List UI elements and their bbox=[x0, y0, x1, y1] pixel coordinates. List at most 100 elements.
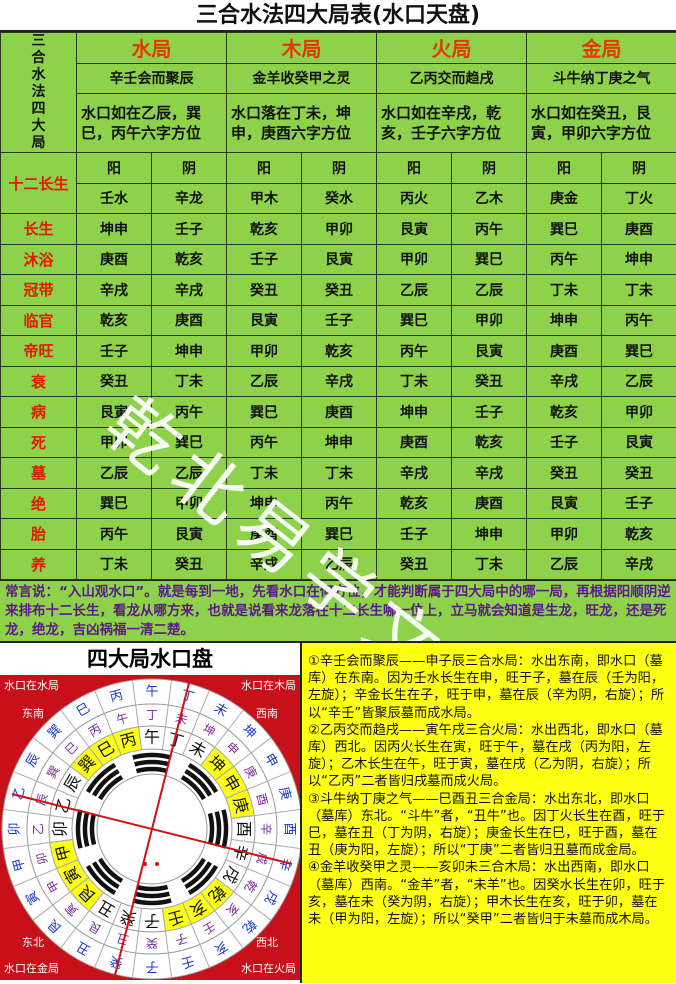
explain-item: ④金羊收癸甲之灵——亥卯未三合木局：水出西南，即水口（墓库）西南。“金羊”者，“… bbox=[308, 859, 670, 928]
stage-label: 沐浴 bbox=[1, 244, 77, 275]
table-cell: 辛戌 bbox=[377, 458, 452, 489]
yinyang-cell: 阳 bbox=[377, 153, 452, 184]
table-cell: 乾亥 bbox=[77, 305, 152, 336]
table-row: 临官乾亥庚酉艮寅壬子巽巳甲卯坤申丙午 bbox=[1, 305, 676, 336]
table-row: 长生坤申壬子乾亥甲卯艮寅丙午巽巳庚酉 bbox=[1, 214, 676, 245]
table-cell: 癸丑 bbox=[527, 458, 602, 489]
table-cell: 乙辰 bbox=[152, 458, 227, 489]
center-dot bbox=[155, 862, 159, 866]
stage-label: 衰 bbox=[1, 366, 77, 397]
table-cell: 辛戌 bbox=[527, 366, 602, 397]
table-row: 胎丙午艮寅庚酉巽巳壬子坤申甲卯乾亥 bbox=[1, 519, 676, 550]
table-row: 沐浴庚酉乾亥壬子艮寅甲卯巽巳丙午坤申 bbox=[1, 244, 676, 275]
table-cell: 癸丑 bbox=[452, 366, 527, 397]
stem-cell: 乙木 bbox=[452, 183, 527, 214]
table-cell: 辛戌 bbox=[452, 458, 527, 489]
table-cell: 艮寅 bbox=[302, 244, 377, 275]
stage-label: 临官 bbox=[1, 305, 77, 336]
corner-label: 水口在金局 bbox=[4, 960, 59, 976]
table-cell: 巽巳 bbox=[452, 244, 527, 275]
yinyang-cell: 阴 bbox=[152, 153, 227, 184]
table-cell: 乾亥 bbox=[527, 397, 602, 428]
note-text: 常言说：“入山观水口”。就是每到一地，先看水口在何方位，才能判断属于四大局中的哪… bbox=[0, 580, 676, 642]
side-label-char: 水 bbox=[31, 67, 47, 84]
table-cell: 丙午 bbox=[77, 519, 152, 550]
table-cell: 巽巳 bbox=[527, 214, 602, 245]
stage-label: 病 bbox=[1, 397, 77, 428]
table-cell: 辛戌 bbox=[152, 275, 227, 306]
table-cell: 乾亥 bbox=[227, 214, 302, 245]
table-cell: 辛戌 bbox=[77, 275, 152, 306]
stem-cell: 庚金 bbox=[527, 183, 602, 214]
side-label: 三合水法四大局 bbox=[1, 33, 77, 153]
table-cell: 丙午 bbox=[527, 244, 602, 275]
center-dot bbox=[143, 862, 147, 866]
trigram-bar bbox=[210, 813, 212, 844]
trigram-bar bbox=[136, 887, 167, 889]
direction-label: 东北 bbox=[22, 934, 44, 950]
table-cell: 丙午 bbox=[452, 214, 527, 245]
ju-phrase: 乙丙交而趋戌 bbox=[377, 63, 527, 94]
table-cell: 丁未 bbox=[377, 366, 452, 397]
table-cell: 艮寅 bbox=[452, 336, 527, 367]
ju-desc: 水口如在乙辰，巽巳，丙午六字方位 bbox=[77, 94, 227, 153]
twelve-label: 十二长生 bbox=[1, 153, 77, 214]
stage-label: 死 bbox=[1, 427, 77, 458]
table-cell: 庚酉 bbox=[227, 519, 302, 550]
table-cell: 壬子 bbox=[227, 244, 302, 275]
table-cell: 癸丑 bbox=[302, 275, 377, 306]
ju-desc: 水口如在癸丑，艮寅，甲卯六字方位 bbox=[527, 94, 676, 153]
stage-label: 绝 bbox=[1, 488, 77, 519]
compass-wheel: 午丁午丁未丁未坤未坤申坤申庚申庚酉庚酉辛酉辛戌辛戌乾戌乾亥乾亥壬亥壬子壬子癸子癸… bbox=[0, 675, 300, 980]
side-label-char: 合 bbox=[31, 50, 47, 67]
table-cell: 壬子 bbox=[152, 214, 227, 245]
corner-label: 水口在木局 bbox=[241, 677, 296, 693]
plate-background: 午丁午丁未丁未坤未坤申坤申庚申庚酉庚酉辛酉辛戌辛戌乾戌乾亥乾亥壬亥壬子壬子癸子癸… bbox=[0, 675, 300, 980]
ring-label: 子 bbox=[145, 958, 158, 973]
stage-label: 长生 bbox=[1, 214, 77, 245]
table-cell: 庚酉 bbox=[527, 336, 602, 367]
yinyang-cell: 阴 bbox=[302, 153, 377, 184]
table-cell: 乙辰 bbox=[77, 458, 152, 489]
stage-label: 墓 bbox=[1, 458, 77, 489]
stem-cell: 辛龙 bbox=[152, 183, 227, 214]
table-row: 死甲卯巽巳丙午坤申庚酉乾亥壬子艮寅 bbox=[1, 427, 676, 458]
ju-phrase: 斗牛纳丁庚之气 bbox=[527, 63, 676, 94]
table-cell: 乾亥 bbox=[302, 336, 377, 367]
side-label-char: 局 bbox=[31, 135, 47, 152]
mountain-label: 卯 bbox=[51, 821, 70, 837]
table-cell: 丁未 bbox=[302, 458, 377, 489]
ju-desc: 水口如在辛戌，乾亥，壬子六字方位 bbox=[377, 94, 527, 153]
table-cell: 丙午 bbox=[602, 305, 676, 336]
plate-title: 四大局水口盘 bbox=[0, 643, 300, 675]
table-cell: 丁未 bbox=[527, 275, 602, 306]
mountain-label: 子 bbox=[144, 911, 160, 930]
table-cell: 艮寅 bbox=[602, 427, 676, 458]
table-row: 衰癸丑丁未乙辰辛戌丁未癸丑辛戌乙辰 bbox=[1, 366, 676, 397]
table-cell: 庚酉 bbox=[77, 244, 152, 275]
stem-cell: 癸水 bbox=[302, 183, 377, 214]
side-label-char: 大 bbox=[31, 118, 47, 135]
yinyang-cell: 阴 bbox=[452, 153, 527, 184]
table-cell: 癸丑 bbox=[377, 549, 452, 580]
table-cell: 乙辰 bbox=[377, 275, 452, 306]
table-cell: 壬子 bbox=[377, 519, 452, 550]
ju-desc: 水口落在丁未，坤申，庚酉六字方位 bbox=[227, 94, 377, 153]
stage-label: 胎 bbox=[1, 519, 77, 550]
table-row: 病艮寅丙午巽巳庚酉坤申壬子乾亥甲卯 bbox=[1, 397, 676, 428]
ring-label: 卯 bbox=[8, 822, 23, 835]
table-cell: 甲卯 bbox=[452, 305, 527, 336]
stem-cell: 壬水 bbox=[77, 183, 152, 214]
table-cell: 艮寅 bbox=[77, 397, 152, 428]
table-cell: 坤申 bbox=[152, 336, 227, 367]
stage-label: 帝旺 bbox=[1, 336, 77, 367]
mountain-label: 酉 bbox=[234, 821, 253, 837]
ring-label: 癸 bbox=[146, 936, 158, 950]
table-cell: 巽巳 bbox=[152, 427, 227, 458]
table-cell: 丙午 bbox=[302, 488, 377, 519]
table-cell: 丙午 bbox=[152, 397, 227, 428]
table-cell: 庚酉 bbox=[377, 427, 452, 458]
table-cell: 巽巳 bbox=[302, 519, 377, 550]
table-cell: 坤申 bbox=[227, 488, 302, 519]
table-cell: 壬子 bbox=[452, 397, 527, 428]
